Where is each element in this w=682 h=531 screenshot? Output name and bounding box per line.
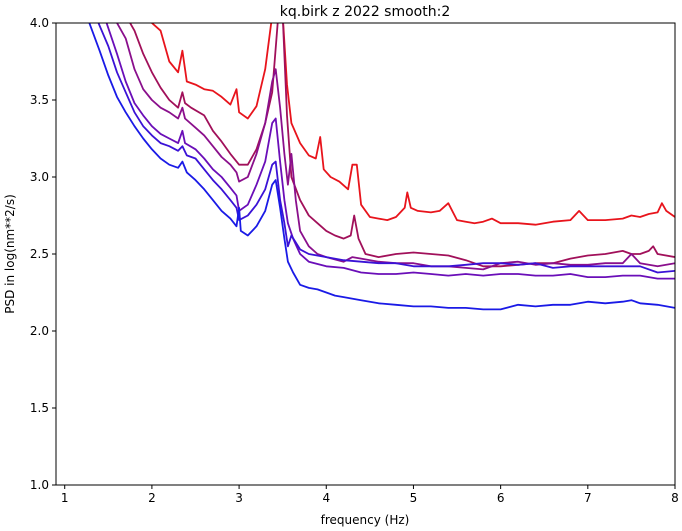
x-tick-label: 3 bbox=[235, 491, 243, 505]
x-tick-label: 6 bbox=[497, 491, 505, 505]
y-axis-ticks: 1.0 1.5 2.0 2.5 3.0 3.5 4.0 bbox=[30, 16, 56, 492]
x-tick-label: 7 bbox=[584, 491, 592, 505]
y-axis-label: PSD in log(nm**2/s) bbox=[3, 194, 17, 314]
x-tick-label: 1 bbox=[61, 491, 69, 505]
chart-title: kq.birk z 2022 smooth:2 bbox=[280, 4, 450, 20]
x-axis-label: frequency (Hz) bbox=[321, 513, 410, 527]
y-tick-label: 2.5 bbox=[30, 247, 49, 261]
x-tick-label: 2 bbox=[148, 491, 156, 505]
series-line-5 bbox=[97, 23, 675, 274]
y-tick-label: 2.0 bbox=[30, 324, 49, 338]
x-tick-label: 4 bbox=[322, 491, 330, 505]
y-tick-label: 1.0 bbox=[30, 478, 49, 492]
series-line-2 bbox=[129, 23, 675, 268]
y-tick-label: 4.0 bbox=[30, 16, 49, 30]
series-line-1 bbox=[150, 23, 675, 226]
y-tick-label: 1.5 bbox=[30, 401, 49, 415]
x-tick-label: 5 bbox=[410, 491, 418, 505]
series-line-3 bbox=[116, 23, 675, 271]
y-tick-label: 3.5 bbox=[30, 93, 49, 107]
x-axis-ticks: 1 2 3 4 5 6 7 8 bbox=[61, 485, 679, 505]
series-line-6 bbox=[88, 23, 675, 311]
series-layer bbox=[88, 23, 675, 311]
x-tick-label: 8 bbox=[671, 491, 679, 505]
y-tick-label: 3.0 bbox=[30, 170, 49, 184]
series-line-4 bbox=[105, 23, 675, 280]
